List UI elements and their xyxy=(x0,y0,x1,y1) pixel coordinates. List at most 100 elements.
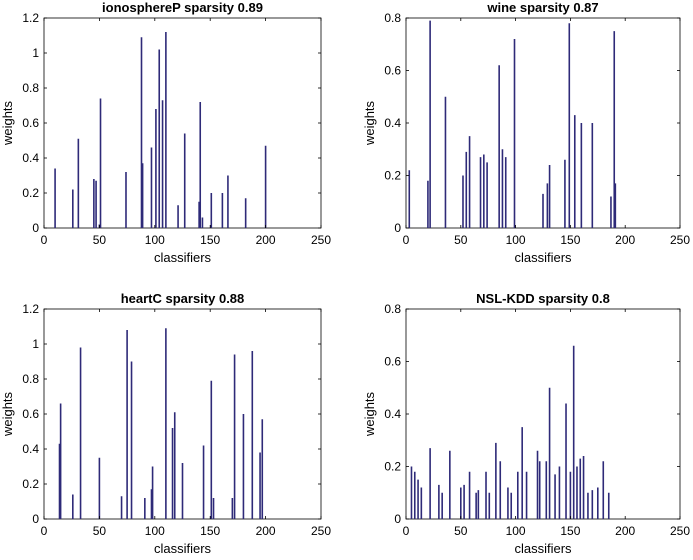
y-axis-label: weights xyxy=(362,100,377,146)
bar xyxy=(465,151,468,229)
y-tick-label: 0.2 xyxy=(22,186,39,200)
bar xyxy=(165,32,167,228)
y-axis-label: weights xyxy=(0,100,15,146)
bar xyxy=(597,487,599,519)
bar xyxy=(579,458,582,520)
bar xyxy=(130,361,133,519)
bar xyxy=(95,180,97,228)
chart-title: wine sparsity 0.87 xyxy=(486,0,598,15)
bar xyxy=(77,138,80,228)
bar xyxy=(504,157,507,229)
x-axis-label: classifiers xyxy=(514,541,572,556)
y-tick-label: 1.2 xyxy=(22,302,39,316)
bar xyxy=(507,487,509,519)
bar xyxy=(463,484,465,520)
bar xyxy=(58,443,61,519)
plot-area xyxy=(405,17,681,229)
y-tick-label: 0.6 xyxy=(22,407,39,421)
bar xyxy=(558,466,561,519)
y-tick-label: 1.2 xyxy=(22,11,39,25)
bar xyxy=(582,456,585,519)
bar xyxy=(264,145,267,228)
bar xyxy=(72,189,74,228)
bar xyxy=(602,461,605,519)
y-axis-label: weights xyxy=(362,391,377,437)
bar xyxy=(150,147,153,228)
y-tick-label: 0.8 xyxy=(384,11,401,25)
bar xyxy=(516,471,519,519)
bar xyxy=(591,490,594,520)
x-tick-label: 250 xyxy=(670,233,690,247)
bar xyxy=(199,102,202,228)
chart-title: ionosphereP sparsity 0.89 xyxy=(102,0,263,15)
bar xyxy=(72,494,74,519)
x-tick-label: 50 xyxy=(93,524,107,538)
bar xyxy=(468,136,471,229)
bar xyxy=(173,412,176,519)
y-tick-label: 0 xyxy=(394,221,401,235)
bar xyxy=(429,20,431,229)
bar xyxy=(140,37,143,228)
bar xyxy=(212,498,215,519)
bar xyxy=(429,448,431,520)
x-tick-label: 0 xyxy=(41,233,48,247)
bar xyxy=(462,175,464,228)
bar xyxy=(99,98,102,228)
bar xyxy=(141,163,144,228)
x-tick-label: 100 xyxy=(506,524,526,538)
bar xyxy=(510,492,513,519)
bar xyxy=(498,65,500,228)
x-tick-label: 200 xyxy=(256,524,276,538)
bar xyxy=(165,328,167,519)
y-tick-label: 0.4 xyxy=(22,442,39,456)
y-tick-label: 0 xyxy=(394,512,401,526)
y-tick-label: 0.4 xyxy=(384,407,401,421)
x-tick-label: 0 xyxy=(403,233,410,247)
y-tick-label: 0.2 xyxy=(384,460,401,474)
bar xyxy=(144,498,146,519)
bar xyxy=(548,165,551,228)
bar xyxy=(420,487,423,519)
bar xyxy=(546,183,549,229)
bar xyxy=(202,445,205,519)
bar xyxy=(181,463,184,519)
bar xyxy=(120,496,123,519)
bar xyxy=(477,490,480,520)
bar xyxy=(54,168,56,228)
x-tick-label: 0 xyxy=(403,524,410,538)
x-tick-label: 100 xyxy=(145,524,165,538)
y-tick-label: 0.2 xyxy=(22,477,39,491)
bar xyxy=(460,487,462,519)
bar xyxy=(408,170,411,228)
bar xyxy=(610,196,612,228)
bar xyxy=(210,380,213,519)
bar xyxy=(525,471,528,519)
bar xyxy=(259,452,261,519)
bar xyxy=(221,193,224,228)
bar xyxy=(79,347,82,519)
y-tick-label: 1 xyxy=(32,337,39,351)
x-axis-label: classifiers xyxy=(154,541,212,556)
bar xyxy=(449,450,451,519)
bar xyxy=(479,157,482,229)
bar xyxy=(569,471,572,519)
bar xyxy=(565,403,567,519)
bar xyxy=(488,492,491,519)
bar xyxy=(542,193,544,229)
x-tick-label: 250 xyxy=(311,524,331,538)
x-axis-label: classifiers xyxy=(514,250,572,265)
bar xyxy=(98,457,101,519)
bar xyxy=(483,154,485,228)
x-tick-label: 50 xyxy=(93,233,107,247)
bar xyxy=(538,461,541,519)
bar xyxy=(59,403,62,519)
bar xyxy=(545,461,548,519)
y-tick-label: 0.8 xyxy=(22,372,39,386)
y-tick-label: 0.8 xyxy=(384,302,401,316)
x-axis-label: classifiers xyxy=(154,250,212,265)
bar xyxy=(536,450,539,519)
plot-area xyxy=(405,308,681,520)
bar xyxy=(513,39,516,228)
y-axis-label: weights xyxy=(0,391,15,437)
y-tick-label: 0.4 xyxy=(22,151,39,165)
